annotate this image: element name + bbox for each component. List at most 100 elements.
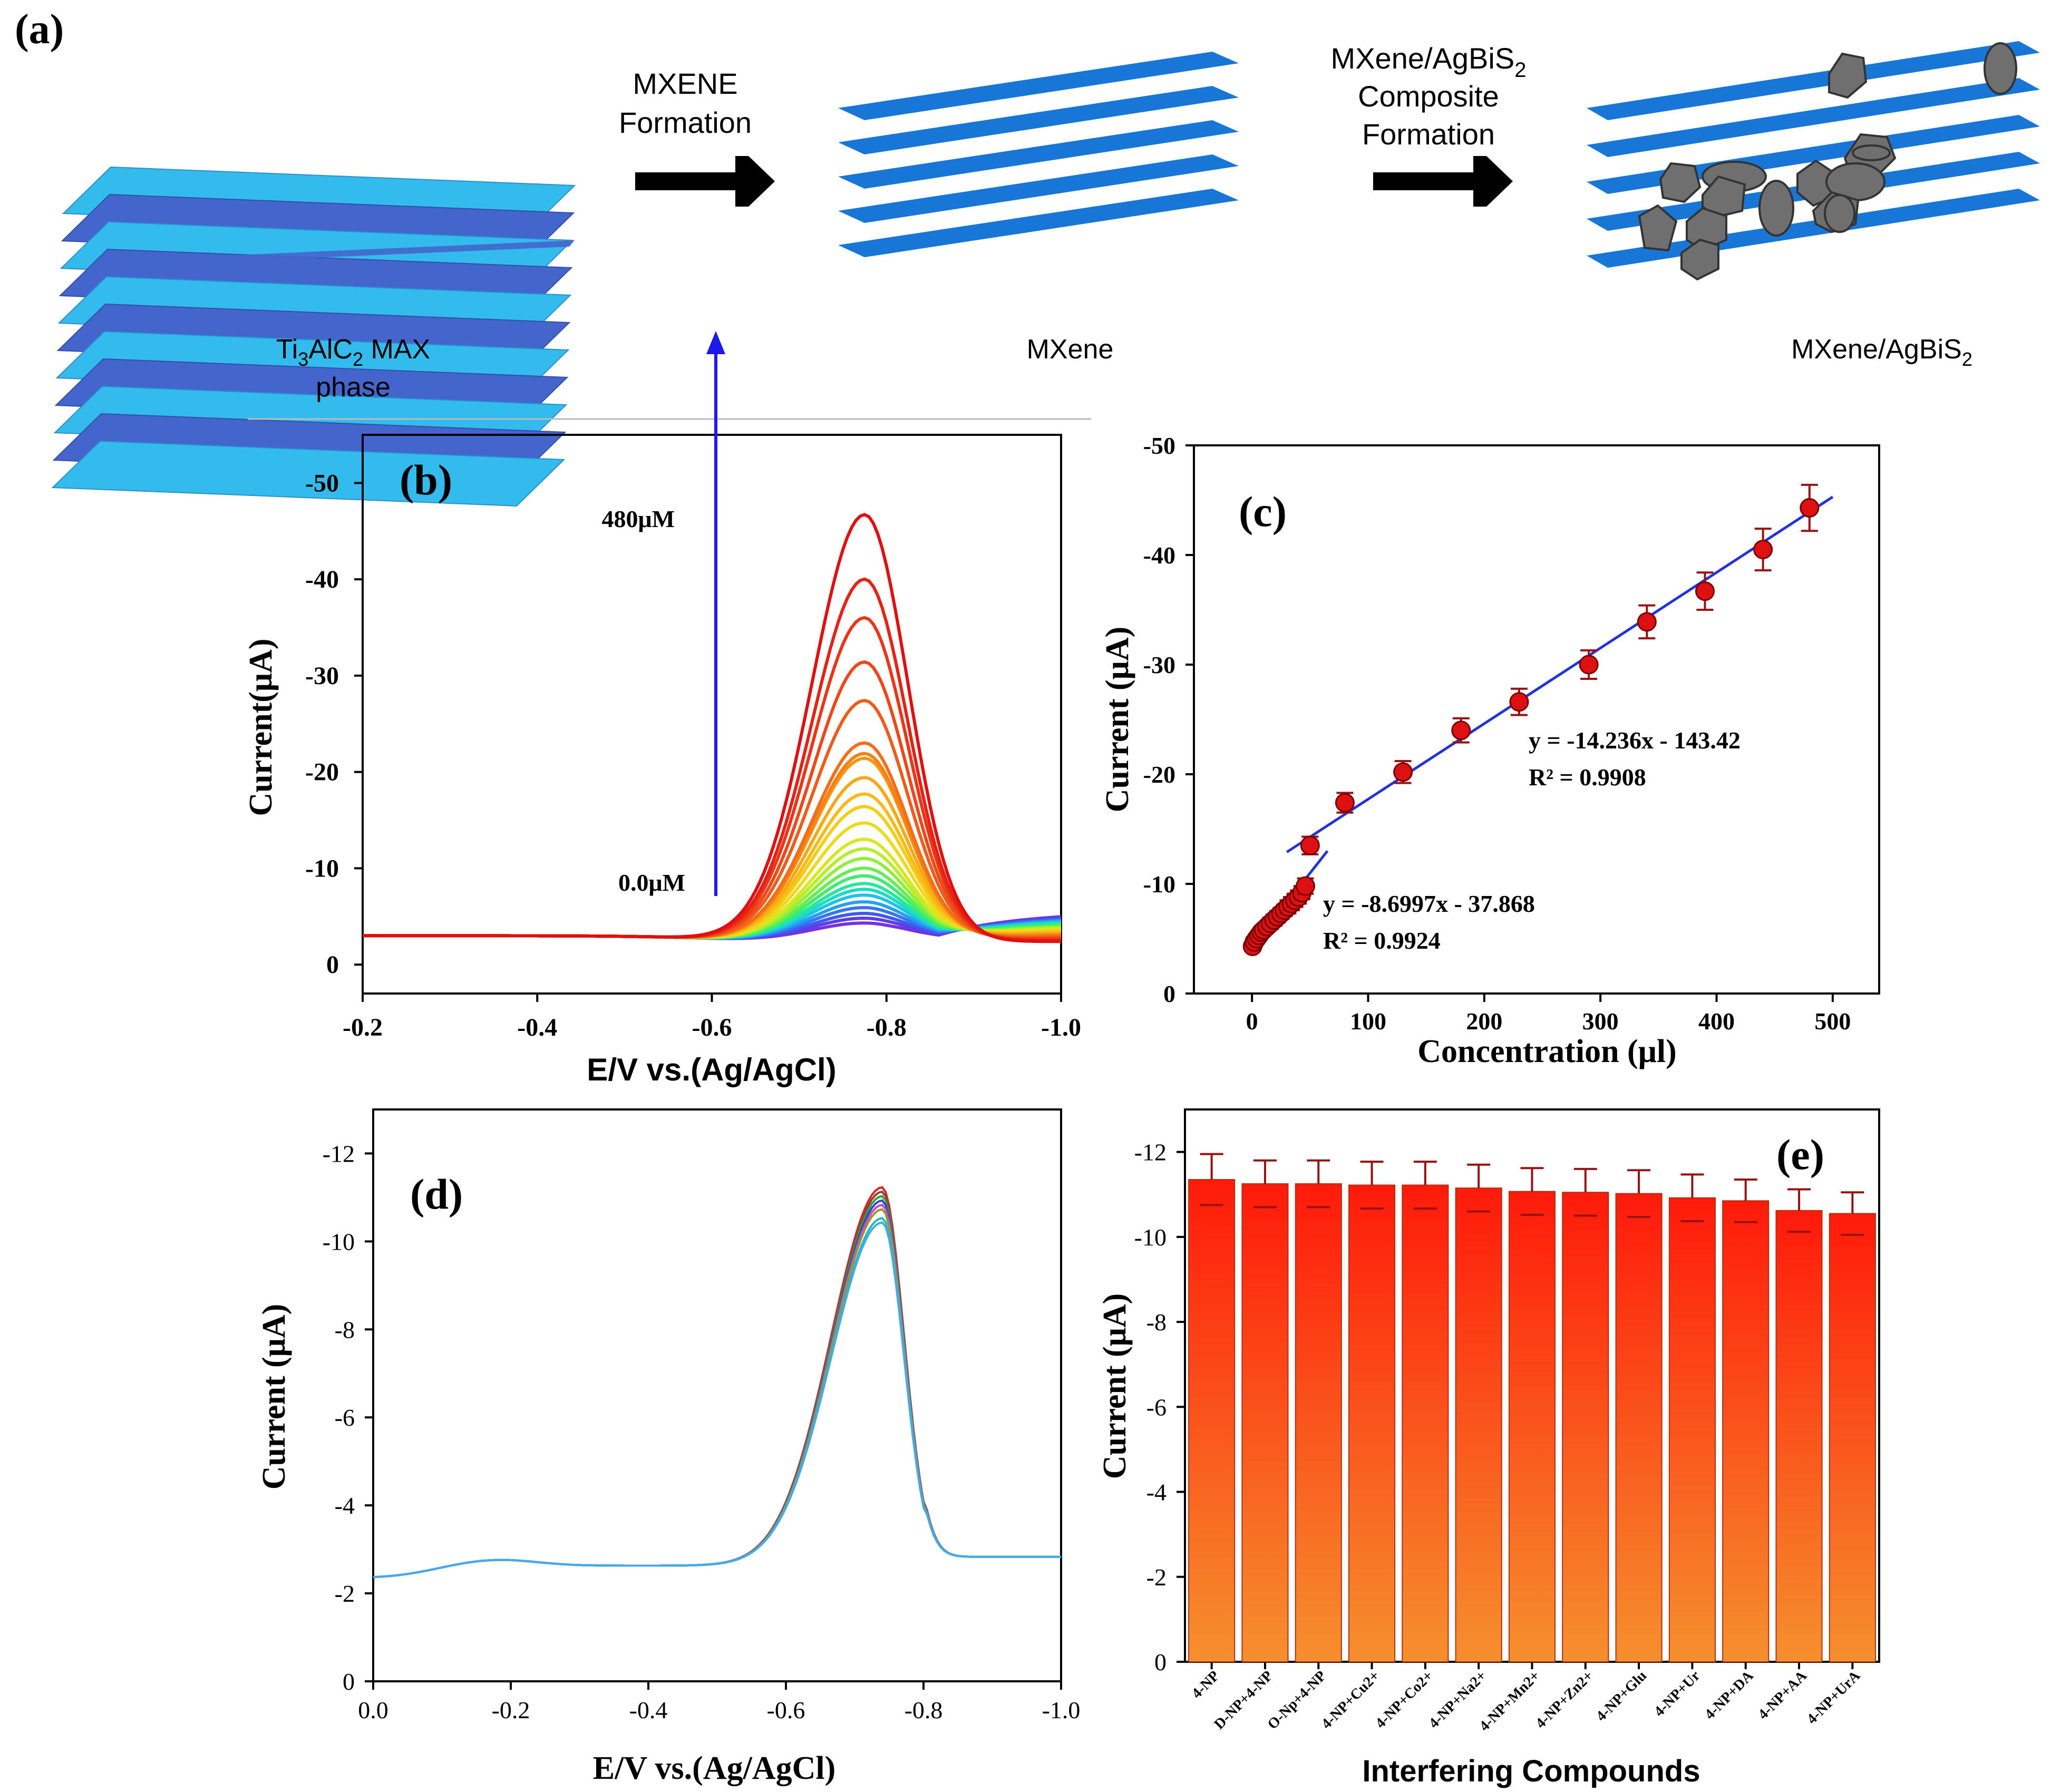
y-tick-label: 0: [326, 951, 339, 979]
label-0uM: 0.0μM: [618, 869, 685, 896]
x-tick-label: 100: [1350, 1008, 1386, 1035]
concentration-arrow-head: [706, 331, 725, 354]
axes: 0 -2 -4 -6 -8 -10 -12 0.0 -0.2 -0.4 -0.6 -0.8 -1.0: [323, 1140, 1081, 1723]
voltammogram-curve: [373, 1203, 1061, 1579]
data-point: [1300, 835, 1320, 855]
particle: [1984, 42, 2017, 95]
y-tick-label: -40: [1143, 542, 1175, 569]
y-tick-label: -8: [1146, 1309, 1167, 1336]
x-tick-label: 4-NP+DA: [1702, 1667, 1757, 1722]
y-tick-label: -10: [1143, 871, 1175, 898]
mxene-sheet: [1587, 78, 2040, 157]
axes: 0 -10 -20 -30 -40 -50 0 100 200 300 400 500: [1143, 432, 1851, 1035]
y-tick-label: -4: [1146, 1479, 1167, 1506]
y-tick-label: -8: [335, 1316, 355, 1343]
y-tick-label: -10: [323, 1228, 355, 1255]
data-point: [1335, 793, 1355, 813]
x-tick-label: -0.6: [692, 1014, 732, 1041]
particle: [1659, 162, 1702, 203]
max-layer: [121, 240, 575, 266]
arrow-right-icon: [635, 156, 775, 207]
fit2-equation: y = -14.236x - 143.42: [1529, 727, 1741, 754]
bar: [1402, 1184, 1449, 1662]
x-tick-label: 4-NP+Zn2+: [1532, 1668, 1596, 1731]
step2-label-line2: Composite: [1358, 80, 1499, 113]
mxene-sheet: [838, 86, 1239, 154]
panel-d: (d) 0 -2 -4 -6 -8 -10 -12 0.0 -0.2 -0.4 -0.6 -0.8 -1…: [256, 1108, 1081, 1786]
data-point: [1509, 692, 1529, 712]
x-tick-label: 4-NP+Cu2+: [1318, 1668, 1383, 1732]
scatter-plot: [1242, 483, 1834, 957]
step2-label-line3: Formation: [1362, 118, 1495, 151]
data-point: [1800, 498, 1820, 518]
agbis2-particles: [1638, 42, 2017, 281]
label-480uM: 480μM: [602, 505, 675, 532]
y-axis-label: Current (μA): [1097, 1293, 1133, 1479]
bar: [1295, 1183, 1342, 1662]
y-tick-label: -50: [305, 469, 339, 497]
voltammogram-curve: [363, 616, 1061, 941]
y-tick-label: 0: [1154, 1649, 1167, 1676]
bars: [1188, 1153, 1876, 1663]
data-point: [1695, 581, 1715, 601]
voltammogram-curve: [373, 1186, 1061, 1579]
voltammogram-curve: [363, 513, 1061, 943]
voltammogram-curve: [373, 1216, 1061, 1579]
data-point: [1753, 540, 1773, 560]
y-tick-label: -2: [1146, 1564, 1167, 1591]
panel-label-a: (a): [15, 6, 64, 53]
x-tick-label: 4-NP+Glu: [1593, 1668, 1650, 1725]
y-tick-label: -20: [1143, 761, 1175, 788]
particle: [1680, 238, 1719, 281]
voltammogram-curve: [363, 577, 1061, 942]
y-tick-label: -50: [1143, 432, 1175, 459]
caption-max-phase: Ti3AlC2 MAX: [276, 334, 430, 370]
bar: [1562, 1192, 1609, 1662]
x-axis-label: Interfering Compounds: [1362, 1754, 1700, 1788]
particle: [1758, 180, 1794, 237]
plot-frame: [1193, 444, 1880, 995]
voltammogram-curves: [363, 513, 1062, 943]
caption-max-phase-line2: phase: [316, 372, 391, 403]
x-tick-label: -1.0: [1042, 1697, 1081, 1723]
mxene-sheet: [1587, 115, 2040, 194]
particle: [1852, 144, 1891, 161]
fit1-r2: R² = 0.9924: [1323, 927, 1441, 954]
y-tick-label: -10: [305, 854, 339, 882]
x-tick-label: 400: [1698, 1008, 1735, 1035]
particle: [1702, 175, 1746, 219]
y-axis-label: Current (μA): [1100, 627, 1135, 813]
panel-label-d: (d): [410, 1170, 463, 1218]
bar: [1348, 1184, 1396, 1662]
y-tick-label: -6: [335, 1404, 355, 1431]
fit1-equation: y = -8.6997x - 37.868: [1323, 890, 1535, 917]
step1-label-line1: MXENE: [633, 67, 737, 100]
y-tick-label: -30: [305, 662, 339, 690]
y-tick-label: 0: [1163, 980, 1175, 1007]
x-tick-label: -0.4: [517, 1014, 557, 1041]
panel-a: (a) MXENE Formation: [15, 6, 2040, 507]
y-tick-label: -10: [1134, 1224, 1167, 1251]
voltammogram-curve: [373, 1221, 1061, 1579]
x-tick-label: -0.8: [867, 1014, 907, 1041]
bar: [1829, 1213, 1876, 1663]
x-tick-label: -0.2: [343, 1014, 383, 1041]
particle: [1824, 194, 1855, 233]
caption-composite: MXene/AgBiS2: [1791, 334, 1972, 370]
x-axis-label: E/V vs.(Ag/AgCl): [593, 1750, 835, 1786]
voltammogram-curves: [373, 1186, 1061, 1579]
plot-frame: [372, 1108, 1062, 1682]
x-tick-label: 0: [1246, 1008, 1258, 1035]
x-tick-label: 4-NP+UrA: [1804, 1667, 1864, 1727]
y-tick-label: -12: [1134, 1139, 1167, 1166]
panel-e: (e) 0-2-4-6-8-10-124-NPD-NP+4-NPO-Np+4-N…: [1097, 1108, 1880, 1788]
step1-label-line2: Formation: [619, 106, 752, 139]
panel-label-b: (b): [400, 456, 452, 504]
x-tick-label: 4-NP+AA: [1755, 1667, 1810, 1722]
panel-label-e: (e): [1776, 1131, 1824, 1179]
y-tick-label: -20: [305, 758, 339, 786]
data-point: [1637, 612, 1657, 632]
x-tick-label: -0.8: [905, 1697, 943, 1723]
y-tick-label: -4: [335, 1492, 355, 1519]
x-tick-label: 500: [1814, 1008, 1851, 1035]
